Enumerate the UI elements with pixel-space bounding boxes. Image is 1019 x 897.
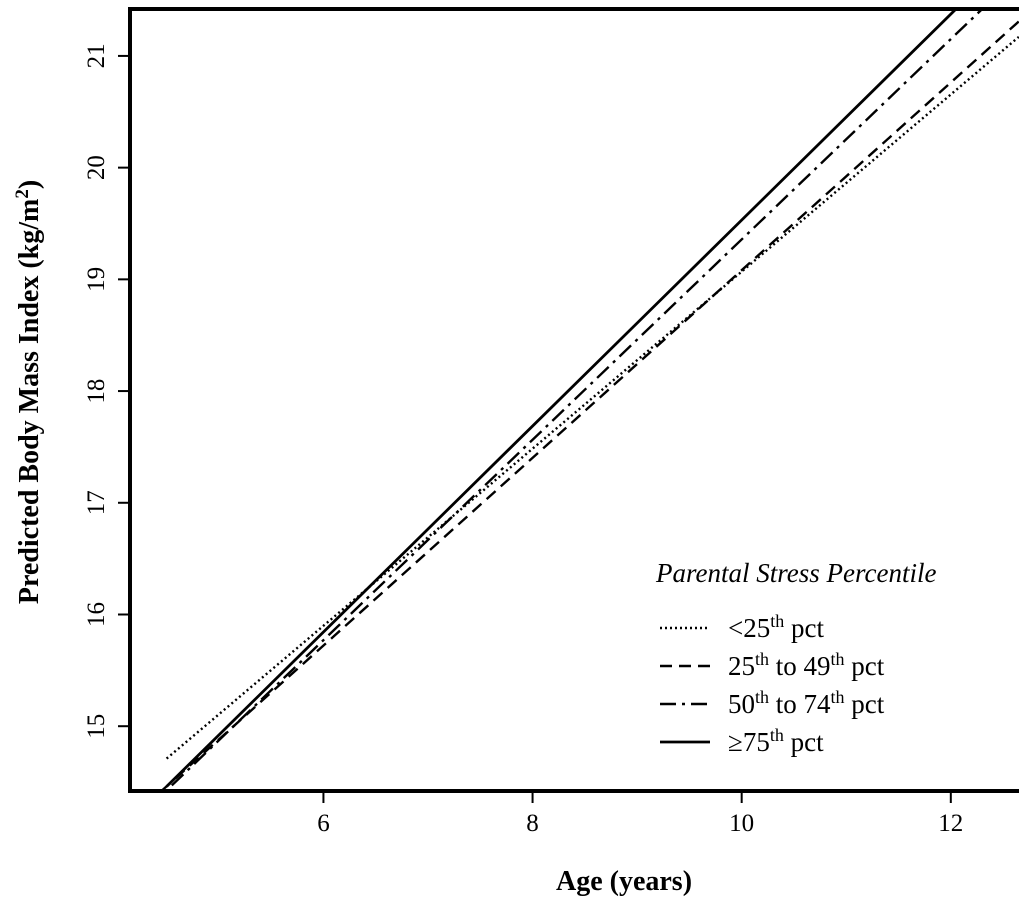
legend-label: 25th to 49th pct [728, 649, 885, 681]
legend-label: <25th pct [728, 611, 824, 643]
y-tick-label: 21 [83, 43, 110, 68]
legend-title: Parental Stress Percentile [655, 558, 936, 588]
series-layer [160, 9, 1019, 791]
legend-item: ≥75th pct [660, 725, 824, 757]
series-line-solid [165, 9, 957, 788]
x-tick-label: 6 [317, 810, 330, 837]
x-tick-label: 8 [526, 810, 539, 837]
x-axis-title: Age (years) [556, 866, 692, 897]
x-tick-label: 10 [729, 810, 754, 837]
legend-label: 50th to 74th pct [728, 687, 885, 719]
y-axis-title: Predicted Body Mass Index (kg/m2) [12, 180, 45, 604]
series-line-dashed [160, 19, 1019, 791]
x-axis: 6 8 10 12 [317, 791, 963, 837]
y-axis: 15 16 17 18 19 20 21 [83, 43, 130, 739]
legend-item: 25th to 49th pct [660, 649, 885, 681]
y-axis-title-sup: 2 [12, 189, 33, 199]
y-tick-label: 19 [83, 267, 110, 292]
plot-frame [128, 7, 1019, 793]
legend-item: <25th pct [660, 611, 824, 643]
series-line-dotted [165, 35, 1019, 760]
y-tick-label: 17 [83, 490, 110, 515]
y-tick-label: 18 [83, 379, 110, 404]
series-line-dashdot [170, 9, 984, 787]
y-tick-label: 16 [83, 602, 110, 627]
x-tick-label: 12 [938, 810, 963, 837]
y-axis-title-close: ) [14, 180, 45, 189]
legend-item: 50th to 74th pct [660, 687, 885, 719]
legend-label: ≥75th pct [728, 725, 824, 757]
y-axis-title-main: Predicted Body Mass Index (kg/m [14, 199, 45, 605]
y-tick-label: 20 [83, 155, 110, 180]
legend: Parental Stress Percentile <25th pct 25th… [655, 558, 936, 757]
legend-items: <25th pct 25th to 49th pct 50th to 74th pc… [660, 611, 885, 757]
y-tick-label: 15 [83, 714, 110, 739]
